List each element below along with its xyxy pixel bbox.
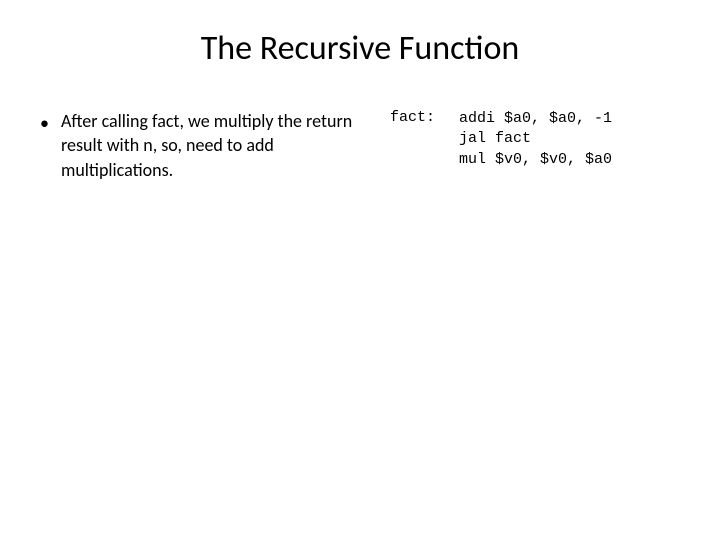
left-column: • After calling fact, we multiply the re… bbox=[40, 109, 360, 182]
code-line: jal fact bbox=[459, 130, 531, 147]
bullet-item: • After calling fact, we multiply the re… bbox=[40, 109, 360, 182]
bullet-text: After calling fact, we multiply the retu… bbox=[61, 109, 360, 182]
content-area: • After calling fact, we multiply the re… bbox=[40, 109, 680, 182]
code-block: addi $a0, $a0, -1 jal fact mul $v0, $v0,… bbox=[459, 109, 612, 182]
right-column: fact: addi $a0, $a0, -1 jal fact mul $v0… bbox=[390, 109, 680, 182]
slide-container: The Recursive Function • After calling f… bbox=[0, 0, 720, 540]
code-line: addi $a0, $a0, -1 bbox=[459, 110, 612, 127]
code-line: mul $v0, $v0, $a0 bbox=[459, 151, 612, 168]
bullet-marker-icon: • bbox=[40, 109, 49, 136]
slide-title: The Recursive Function bbox=[40, 28, 680, 69]
code-label: fact: bbox=[390, 109, 435, 182]
